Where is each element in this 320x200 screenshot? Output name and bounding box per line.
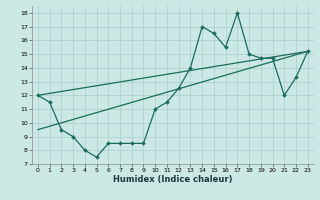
X-axis label: Humidex (Indice chaleur): Humidex (Indice chaleur): [113, 175, 233, 184]
